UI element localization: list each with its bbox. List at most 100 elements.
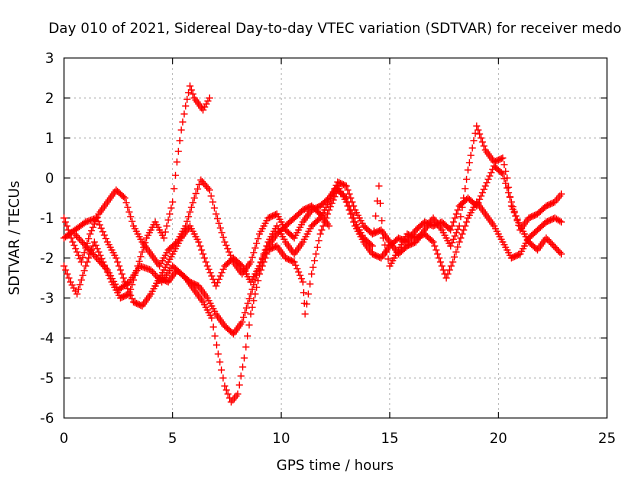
data-point [201,103,209,111]
data-point [515,219,523,227]
data-point [240,354,248,362]
data-point [384,255,392,263]
data-point [210,204,218,212]
data-point [557,250,565,258]
data-point [213,279,221,287]
data-point [486,172,494,180]
data-point [449,258,457,266]
data-point [454,206,462,214]
data-point [202,100,210,108]
data-point [116,266,124,274]
data-point [196,242,204,250]
data-point [70,284,78,292]
data-point [185,213,193,221]
data-point [216,224,224,232]
data-point [237,372,245,380]
data-point [100,231,108,239]
data-point [447,262,455,270]
data-point [69,238,77,246]
data-point [383,248,391,256]
data-point [463,175,471,183]
data-point [452,248,460,256]
data-point [195,238,203,246]
data-point [372,212,380,220]
data-point [250,297,258,305]
x-tick-label: 25 [598,431,616,447]
data-point [499,154,507,162]
data-point [480,185,488,193]
data-point [510,209,518,217]
data-point [93,214,101,222]
data-point [457,213,465,221]
data-point [199,106,207,114]
data-point [550,242,558,250]
data-point [381,241,389,249]
data-point [164,216,172,224]
data-point [89,223,97,231]
x-tick-label: 0 [60,431,69,447]
data-point [301,310,309,318]
data-point [125,208,133,216]
data-point [97,224,105,232]
data-point [368,242,376,250]
data-point [461,185,469,193]
data-point [248,285,256,293]
data-point [476,130,484,138]
data-point [183,95,191,103]
data-point [140,243,148,251]
data-point [82,262,90,270]
data-point [60,214,68,222]
data-point [141,239,149,247]
data-point [206,94,214,102]
data-point [247,258,255,266]
data-point [83,244,91,252]
data-point [477,134,485,142]
data-point [212,210,220,218]
data-point [222,241,230,249]
data-point [237,261,245,269]
data-point [225,248,233,256]
data-point [76,281,84,289]
data-point [72,232,80,240]
data-point [245,321,253,329]
data-point [309,263,317,271]
data-point [439,266,447,274]
data-point [186,82,194,90]
data-point [300,289,308,297]
data-point [62,266,70,274]
data-point [500,161,508,169]
data-point [545,237,553,245]
data-point [451,214,459,222]
data-point [213,341,221,349]
data-point [112,254,120,262]
data-point [434,250,442,258]
data-point [88,227,96,235]
data-point [478,189,486,197]
data-point [170,185,178,193]
data-point [138,248,146,256]
data-point [460,226,468,234]
data-point [507,202,515,210]
data-point [239,363,247,371]
data-point [318,226,326,234]
data-point [474,126,482,134]
data-point [447,226,455,234]
data-point [83,258,91,266]
data-point [89,251,97,259]
data-point [347,194,355,202]
data-point [213,215,221,223]
data-point [94,217,102,225]
data-point [67,278,75,286]
data-point [93,254,101,262]
data-point [312,250,320,258]
data-point [171,171,179,179]
data-point [442,274,450,282]
data-point [470,137,478,145]
data-point [551,244,559,252]
data-point [509,205,517,213]
series-5-marks [151,202,333,290]
data-point [458,230,466,238]
data-point [219,265,227,273]
data-point [297,275,305,283]
